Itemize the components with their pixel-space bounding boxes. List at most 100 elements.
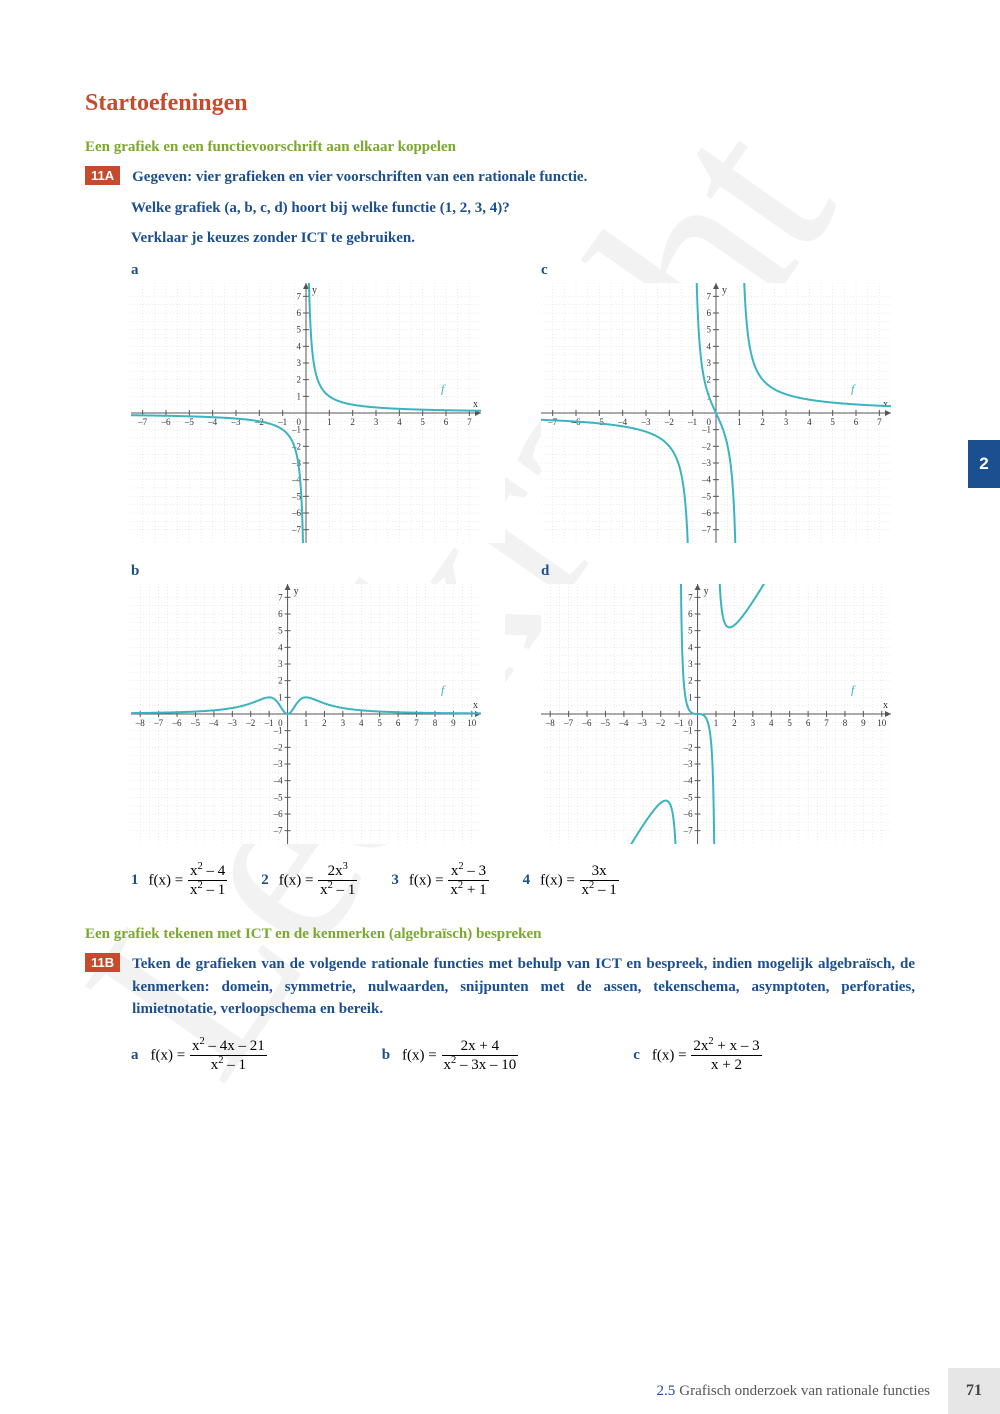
svg-text:4: 4 xyxy=(397,417,402,427)
exercise-11a-q1: Welke grafiek (a, b, c, d) hoort bij wel… xyxy=(131,197,915,220)
svg-text:–2: –2 xyxy=(664,417,674,427)
svg-text:y: y xyxy=(722,285,727,296)
svg-text:–5: –5 xyxy=(291,491,302,501)
svg-text:–6: –6 xyxy=(683,809,694,819)
svg-text:1: 1 xyxy=(297,391,302,401)
formula-2: 2 f(x) = 2x3x2 – 1 xyxy=(261,862,357,901)
svg-text:6: 6 xyxy=(444,417,449,427)
svg-text:–7: –7 xyxy=(153,718,164,728)
svg-text:7: 7 xyxy=(877,417,882,427)
svg-text:4: 4 xyxy=(688,642,693,652)
exercise-11a-q2: Verklaar je keuzes zonder ICT te gebruik… xyxy=(131,227,915,250)
svg-text:1: 1 xyxy=(327,417,332,427)
svg-text:–5: –5 xyxy=(600,718,611,728)
formula-number: 2 xyxy=(261,872,269,889)
svg-text:7: 7 xyxy=(467,417,472,427)
exercise-11a-given: Gegeven: vier grafieken en vier voorschr… xyxy=(132,166,915,189)
svg-text:1: 1 xyxy=(304,718,309,728)
svg-text:0: 0 xyxy=(707,417,712,427)
formula2-label: b xyxy=(382,1047,390,1064)
footer-section-number: 2.5 xyxy=(657,1383,676,1400)
svg-text:5: 5 xyxy=(377,718,382,728)
svg-text:0: 0 xyxy=(278,718,283,728)
svg-text:2: 2 xyxy=(707,374,712,384)
svg-text:y: y xyxy=(312,285,317,296)
svg-text:4: 4 xyxy=(807,417,812,427)
svg-text:6: 6 xyxy=(854,417,859,427)
formula-number: 4 xyxy=(523,872,531,889)
svg-text:–4: –4 xyxy=(701,474,712,484)
svg-text:3: 3 xyxy=(297,358,302,368)
chart-b-label: b xyxy=(131,563,505,580)
svg-text:3: 3 xyxy=(688,659,693,669)
svg-text:–5: –5 xyxy=(683,792,694,802)
svg-text:f: f xyxy=(851,682,856,696)
svg-text:x: x xyxy=(883,399,888,410)
svg-text:6: 6 xyxy=(297,308,302,318)
svg-text:7: 7 xyxy=(297,291,302,301)
formula-expression: f(x) = x2 – 4x2 – 1 xyxy=(149,862,228,901)
svg-text:–4: –4 xyxy=(683,775,694,785)
chart-d-label: d xyxy=(541,563,915,580)
svg-text:–2: –2 xyxy=(701,441,711,451)
svg-text:2: 2 xyxy=(732,718,737,728)
svg-text:5: 5 xyxy=(297,324,302,334)
formula-3: 3 f(x) = x2 – 3x2 + 1 xyxy=(391,862,488,901)
formula-1: 1 f(x) = x2 – 4x2 – 1 xyxy=(131,862,227,901)
svg-text:–6: –6 xyxy=(273,809,284,819)
chart-a-label: a xyxy=(131,262,505,279)
svg-text:4: 4 xyxy=(769,718,774,728)
svg-text:–2: –2 xyxy=(273,742,283,752)
chart-c-label: c xyxy=(541,262,915,279)
chart-d: –8–7–6–5–4–3–2–112345678910–7–6–5–4–3–2–… xyxy=(541,584,915,844)
svg-text:f: f xyxy=(441,682,446,696)
svg-text:7: 7 xyxy=(414,718,419,728)
svg-text:–4: –4 xyxy=(273,775,284,785)
svg-text:x: x xyxy=(473,399,478,410)
svg-text:2: 2 xyxy=(297,374,302,384)
svg-text:–3: –3 xyxy=(637,718,648,728)
svg-text:x: x xyxy=(883,700,888,711)
svg-text:–7: –7 xyxy=(683,825,694,835)
svg-text:–5: –5 xyxy=(184,417,195,427)
formula2-a: a f(x) = x2 – 4x – 21x2 – 1 xyxy=(131,1037,267,1076)
svg-text:–1: –1 xyxy=(264,718,274,728)
svg-text:–7: –7 xyxy=(563,718,574,728)
svg-text:–3: –3 xyxy=(227,718,238,728)
svg-text:6: 6 xyxy=(278,609,283,619)
svg-text:2: 2 xyxy=(760,417,765,427)
svg-text:–7: –7 xyxy=(291,524,302,534)
svg-text:–3: –3 xyxy=(273,759,284,769)
svg-text:–5: –5 xyxy=(701,491,712,501)
svg-text:–8: –8 xyxy=(135,718,146,728)
svg-text:7: 7 xyxy=(707,291,712,301)
svg-text:y: y xyxy=(704,586,709,597)
svg-text:5: 5 xyxy=(688,625,693,635)
formula-row-1: 1 f(x) = x2 – 4x2 – 1 2 f(x) = 2x3x2 – 1 3… xyxy=(131,862,915,901)
svg-text:–7: –7 xyxy=(273,825,284,835)
svg-text:1: 1 xyxy=(278,692,283,702)
svg-text:–1: –1 xyxy=(674,718,684,728)
exercise-badge-11a: 11A xyxy=(85,166,120,185)
subsection-2-heading: Een grafiek tekenen met ICT en de kenmer… xyxy=(85,926,915,943)
svg-text:3: 3 xyxy=(278,659,283,669)
svg-text:–6: –6 xyxy=(161,417,172,427)
svg-text:0: 0 xyxy=(297,417,302,427)
svg-text:–4: –4 xyxy=(208,718,219,728)
svg-text:–6: –6 xyxy=(172,718,183,728)
svg-text:3: 3 xyxy=(341,718,346,728)
svg-text:10: 10 xyxy=(467,718,477,728)
formula2-c: c f(x) = 2x2 + x – 3x + 2 xyxy=(633,1037,761,1076)
svg-text:3: 3 xyxy=(707,358,712,368)
chart-a-block: a –7–6–5–4–3–2–11234567–7–6–5–4–3–2–1123… xyxy=(131,262,505,543)
svg-text:1: 1 xyxy=(688,692,693,702)
svg-text:–1: –1 xyxy=(277,417,287,427)
svg-text:x: x xyxy=(473,700,478,711)
svg-text:–3: –3 xyxy=(291,458,302,468)
chart-c: –7–6–5–4–3–2–11234567–7–6–5–4–3–2–112345… xyxy=(541,283,915,543)
formula2-label: c xyxy=(633,1047,640,1064)
formula-expression: f(x) = x2 – 3x2 + 1 xyxy=(409,862,489,901)
svg-text:–2: –2 xyxy=(655,718,665,728)
svg-text:7: 7 xyxy=(824,718,829,728)
page-footer: 2.5 Grafisch onderzoek van rationale fun… xyxy=(657,1368,1000,1414)
